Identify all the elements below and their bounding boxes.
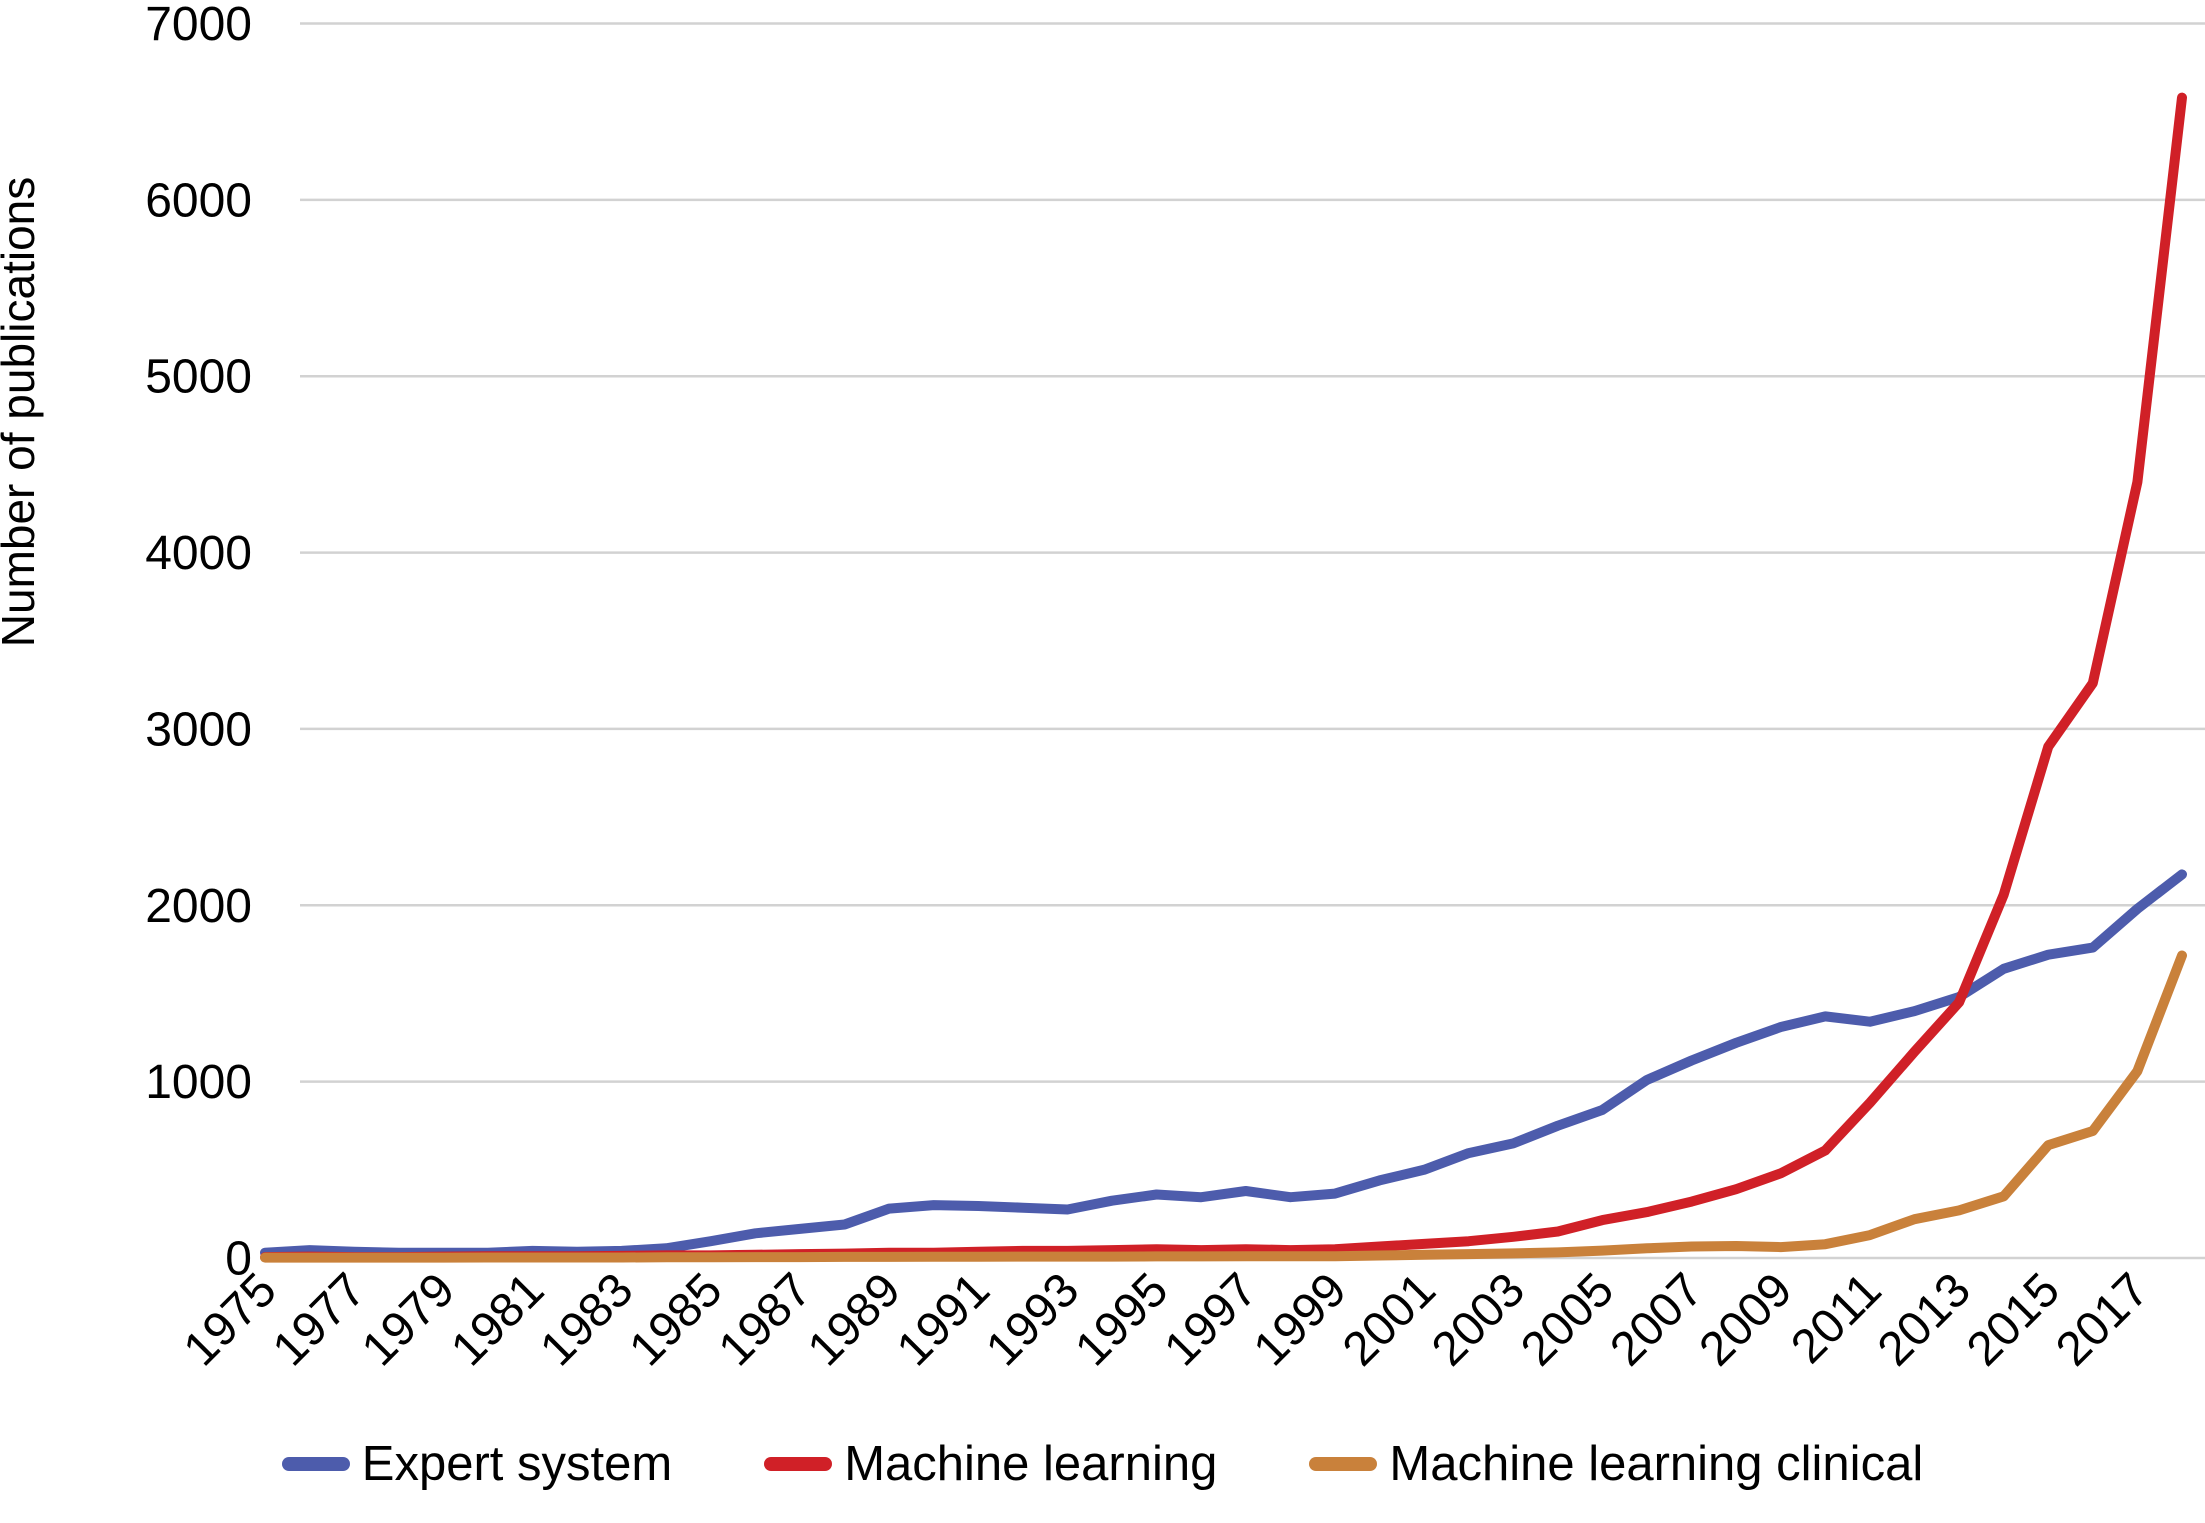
y-tick-label-4000: 4000	[145, 527, 252, 580]
y-tick-label-6000: 6000	[145, 174, 252, 227]
x-tick-label-1987: 1987	[709, 1263, 822, 1376]
legend-label-machine-learning-clinical: Machine learning clinical	[1389, 1437, 1924, 1491]
legend-item-expert-system: Expert system	[281, 1436, 673, 1492]
x-tick-label-2007: 2007	[1600, 1263, 1713, 1376]
y-tick-label-5000: 5000	[145, 351, 252, 404]
x-tick-label-2013: 2013	[1868, 1263, 1981, 1376]
gridlines-layer	[300, 22, 2205, 1260]
y-axis-tick-labels: 0 1000 2000 3000 4000 5000 6000 7000	[145, 0, 252, 1286]
series-line-machine-learning	[260, 92, 2187, 1263]
y-tick-label-2000: 2000	[145, 880, 252, 933]
chart-legend: Expert system Machine learning Machine l…	[0, 1436, 2205, 1492]
x-tick-label-1981: 1981	[441, 1263, 554, 1376]
x-tick-label-1983: 1983	[530, 1263, 643, 1376]
x-tick-label-2017: 2017	[2046, 1263, 2159, 1376]
y-tick-label-3000: 3000	[145, 703, 252, 756]
y-tick-label-0: 0	[225, 1233, 252, 1286]
legend-label-machine-learning: Machine learning	[844, 1437, 1218, 1491]
legend-swatch-machine-learning-clinical	[1309, 1457, 1378, 1471]
x-tick-label-1991: 1991	[887, 1263, 1000, 1376]
x-tick-label-1997: 1997	[1155, 1263, 1268, 1376]
y-tick-label-1000: 1000	[145, 1056, 252, 1109]
x-tick-label-1995: 1995	[1065, 1263, 1178, 1376]
x-tick-label-1979: 1979	[352, 1263, 465, 1376]
legend-swatch-expert-system	[281, 1457, 350, 1471]
x-tick-label-2003: 2003	[1422, 1263, 1535, 1376]
x-axis-tick-labels: 1975197719791981198319851987198919911993…	[174, 1263, 2159, 1376]
legend-label-expert-system: Expert system	[361, 1437, 673, 1491]
x-tick-label-2009: 2009	[1690, 1263, 1803, 1376]
x-tick-label-1985: 1985	[620, 1263, 733, 1376]
x-tick-label-1993: 1993	[976, 1263, 1089, 1376]
series-lines-layer	[260, 92, 2187, 1263]
series-line-expert-system	[260, 869, 2187, 1258]
x-tick-label-1989: 1989	[798, 1263, 911, 1376]
x-tick-label-1999: 1999	[1244, 1263, 1357, 1376]
series-line-machine-learning-clinical	[260, 950, 2187, 1263]
legend-item-machine-learning-clinical: Machine learning clinical	[1309, 1436, 1923, 1492]
legend-swatch-machine-learning	[764, 1457, 833, 1471]
y-tick-label-7000: 7000	[145, 0, 252, 51]
x-tick-label-2001: 2001	[1333, 1263, 1446, 1376]
y-axis-title: Number of publications	[0, 177, 44, 647]
x-tick-label-2005: 2005	[1511, 1263, 1624, 1376]
x-tick-label-2011: 2011	[1781, 1263, 1891, 1373]
x-tick-label-2015: 2015	[1957, 1263, 2070, 1376]
legend-item-machine-learning: Machine learning	[764, 1436, 1217, 1492]
x-tick-label-1977: 1977	[263, 1263, 376, 1376]
